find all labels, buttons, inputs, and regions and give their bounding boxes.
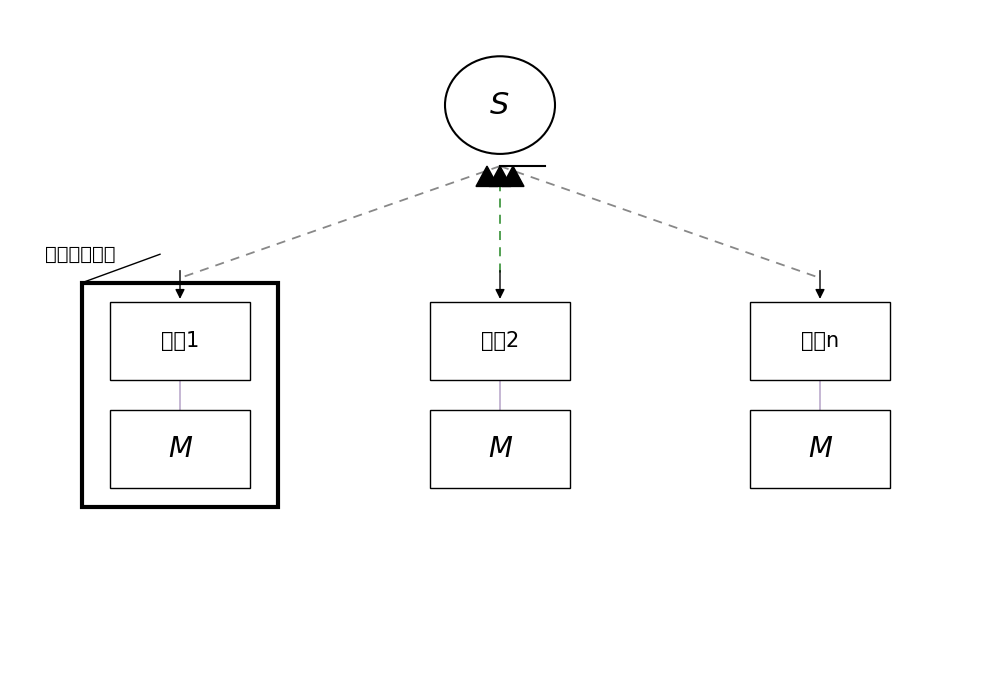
Text: S: S: [490, 91, 510, 119]
FancyBboxPatch shape: [430, 410, 570, 488]
Text: 测点1: 测点1: [161, 331, 199, 351]
Text: M: M: [168, 435, 192, 463]
FancyBboxPatch shape: [110, 302, 250, 380]
FancyBboxPatch shape: [750, 410, 890, 488]
Text: 测点n: 测点n: [801, 331, 839, 351]
Text: M: M: [488, 435, 512, 463]
Text: 单个集合元素: 单个集合元素: [45, 245, 116, 264]
FancyBboxPatch shape: [750, 302, 890, 380]
Polygon shape: [489, 166, 511, 186]
FancyBboxPatch shape: [430, 302, 570, 380]
FancyBboxPatch shape: [110, 410, 250, 488]
Polygon shape: [502, 166, 524, 186]
Polygon shape: [476, 166, 498, 186]
Text: M: M: [808, 435, 832, 463]
Text: 测点2: 测点2: [481, 331, 519, 351]
